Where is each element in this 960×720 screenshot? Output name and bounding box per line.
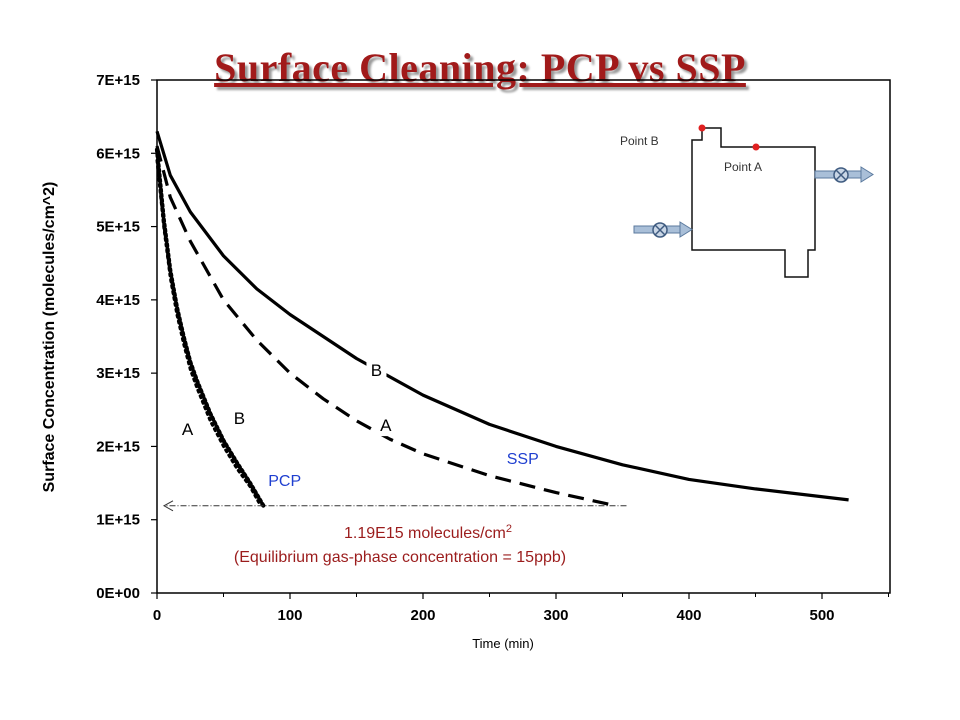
point-a-marker [752, 143, 760, 151]
chamber-outline [691, 127, 816, 278]
series-line-dotted [155, 159, 263, 508]
series-label-bg [260, 468, 309, 493]
plot-frame [156, 79, 891, 594]
y-tick-label: 0E+00 [96, 585, 140, 602]
inlet-pipe [633, 221, 693, 238]
outlet-pipe [814, 166, 874, 183]
x-tick-label: 500 [809, 607, 834, 624]
equilibrium-value-label: 1.19E15 molecules/cm2 [344, 523, 512, 542]
slide-title: Surface Cleaning: PCP vs SSP [214, 45, 746, 90]
y-tick-label: 7E+15 [96, 72, 140, 89]
equilibrium-arrowhead [162, 500, 174, 512]
y-tick-label: 1E+15 [96, 512, 140, 529]
curve-label-bg [366, 359, 387, 382]
curve-label: B [234, 409, 245, 428]
y-tick-label: 3E+15 [96, 365, 140, 382]
x-axis-label: Time (min) [472, 636, 534, 651]
curve-label: A [182, 420, 194, 439]
chamber-inset: Point B Point A [620, 124, 874, 278]
inlet-arrowhead [679, 221, 693, 238]
y-tick-label: 4E+15 [96, 292, 140, 309]
outlet-arrowhead [860, 166, 874, 183]
x-tick-label: 100 [277, 607, 302, 624]
x-tick-label: 300 [543, 607, 568, 624]
x-tick-label: 400 [676, 607, 701, 624]
outlet-valve-cross [835, 169, 847, 181]
y-axis-ticks: 0E+00 1E+15 2E+15 3E+15 4E+15 5E+15 6E+15 7E+15 [96, 72, 157, 602]
curve-label: A [380, 416, 392, 435]
x-tick-label: 0 [153, 607, 161, 624]
labels-layer: B A B A SSP PCP [177, 359, 547, 493]
equilibrium-layer [162, 500, 627, 512]
y-tick-label: 5E+15 [96, 219, 140, 236]
series-line-solid [155, 130, 849, 502]
curve-label: B [371, 361, 382, 380]
series-line-dotted-heavy [154, 147, 266, 508]
point-b-marker [698, 124, 706, 132]
equilibrium-note-label: (Equilibrium gas-phase concentration = 1… [234, 549, 566, 566]
series-label-bg [498, 446, 547, 471]
series-label: PCP [268, 473, 301, 490]
y-tick-label: 6E+15 [96, 145, 140, 162]
series-line-dashed [155, 145, 617, 508]
point-b-label: Point B [620, 134, 659, 148]
curve-label-bg [375, 414, 396, 437]
point-a-label: Point A [724, 160, 762, 174]
inlet-valve-cross [654, 224, 666, 236]
curve-label-bg [229, 406, 250, 429]
series-layer [154, 130, 849, 508]
x-axis-ticks: 0 100 200 300 400 500 [153, 593, 889, 624]
series-label: SSP [507, 451, 539, 468]
y-axis-label: Surface Concentration (molecules/cm^2) [41, 182, 58, 493]
y-tick-label: 2E+15 [96, 438, 140, 455]
x-tick-label: 200 [410, 607, 435, 624]
curve-label-bg [177, 417, 198, 440]
